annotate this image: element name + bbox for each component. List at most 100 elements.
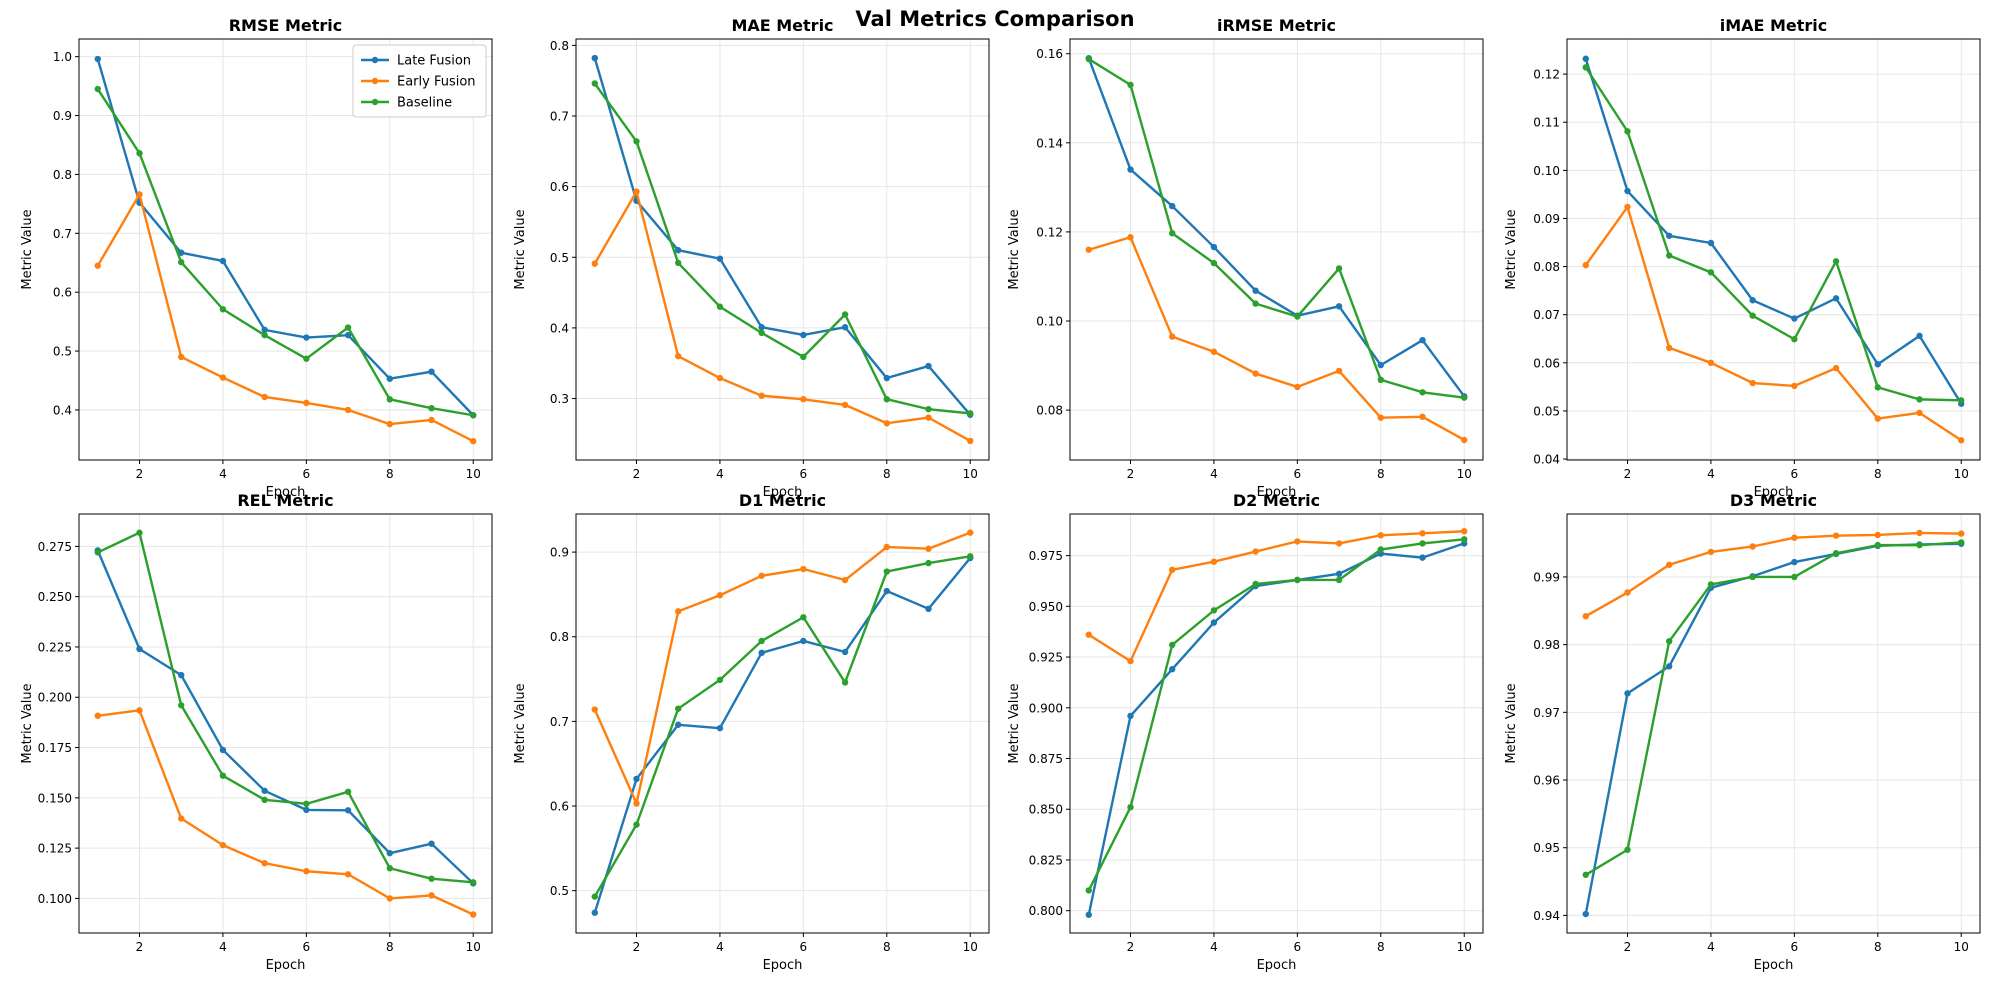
y-tick-label: 0.7: [550, 715, 569, 729]
series-line: [593, 555, 971, 898]
x-tick-label: 4: [1210, 940, 1218, 954]
y-tick-label: 0.4: [53, 403, 72, 417]
data-point: [1127, 166, 1134, 173]
subplot-title: D3 Metric: [1730, 491, 1817, 510]
series-line: [1584, 205, 1962, 442]
y-tick-label: 0.7: [53, 227, 72, 241]
data-point: [967, 529, 974, 536]
data-point: [925, 545, 932, 552]
data-point: [1666, 252, 1673, 259]
y-tick-label: 0.99: [1533, 570, 1560, 584]
data-point: [1169, 230, 1176, 237]
data-point: [1127, 234, 1134, 241]
x-tick-label: 8: [883, 467, 891, 481]
data-point: [1707, 581, 1715, 588]
data-point: [800, 614, 807, 621]
y-tick-label: 0.7: [550, 109, 569, 123]
data-point: [967, 410, 974, 417]
data-point: [800, 396, 807, 403]
data-point: [219, 772, 227, 779]
data-point: [1169, 202, 1176, 210]
y-tick-label: 0.200: [38, 691, 72, 705]
data-point: [675, 705, 682, 712]
data-point: [261, 326, 268, 334]
data-point: [800, 331, 807, 339]
x-tick-label: 4: [716, 467, 724, 481]
data-point: [1252, 580, 1259, 588]
data-point: [633, 821, 640, 828]
data-point: [841, 576, 849, 584]
data-point: [1335, 303, 1343, 310]
data-point: [303, 399, 310, 407]
data-point: [1419, 554, 1426, 561]
x-tick-label: 2: [136, 467, 144, 481]
axes-frame: [78, 513, 493, 934]
data-point: [344, 324, 352, 331]
x-tick-label: 2: [1624, 467, 1632, 481]
series-line: [1087, 57, 1466, 398]
data-point: [1958, 539, 1965, 546]
data-point: [386, 865, 393, 872]
x-tick-label: 10: [466, 940, 481, 954]
x-tick-label: 2: [1624, 940, 1632, 954]
data-point: [94, 55, 101, 63]
y-tick-label: 0.5: [550, 884, 569, 898]
legend-box: [352, 44, 487, 118]
data-point: [883, 396, 890, 403]
data-point: [219, 306, 227, 313]
y-tick-label: 0.10: [1036, 315, 1063, 329]
subplot-title: RMSE Metric: [229, 16, 343, 35]
data-point: [1419, 413, 1426, 420]
x-tick-label: 10: [1457, 467, 1472, 481]
x-tick-label: 4: [219, 940, 227, 954]
x-tick-label: 4: [1707, 940, 1715, 954]
y-tick-label: 0.14: [1036, 136, 1063, 150]
data-point: [428, 416, 435, 424]
data-point: [1252, 300, 1259, 307]
y-tick-label: 0.12: [1533, 68, 1560, 82]
data-point: [633, 188, 640, 195]
data-point: [219, 746, 227, 754]
x-tick-label: 2: [1127, 467, 1135, 481]
data-point: [136, 707, 143, 714]
series-line: [97, 709, 474, 916]
data-point: [428, 368, 435, 375]
x-axis-label: Epoch: [1257, 485, 1297, 500]
data-point: [800, 637, 807, 645]
data-point: [386, 396, 393, 403]
data-point: [219, 841, 227, 849]
data-point: [428, 892, 435, 899]
data-point: [1169, 641, 1176, 649]
data-point: [841, 401, 849, 409]
series-line: [1585, 531, 1962, 618]
data-point: [386, 420, 393, 428]
axes-frame: [1566, 38, 1981, 461]
data-point: [1958, 437, 1965, 444]
data-point: [1624, 128, 1631, 135]
data-point: [675, 721, 682, 728]
data-point: [1335, 570, 1343, 578]
series-line: [96, 88, 474, 417]
data-point: [1624, 203, 1631, 211]
y-tick-label: 0.900: [1029, 701, 1063, 715]
data-point: [303, 355, 310, 362]
x-axis-label: Epoch: [763, 958, 803, 973]
data-point: [1874, 361, 1881, 368]
x-tick-label: 8: [1874, 467, 1882, 481]
data-point: [1666, 232, 1673, 239]
x-tick-label: 2: [633, 467, 641, 481]
data-point: [1958, 397, 1965, 404]
data-point: [1169, 566, 1176, 573]
data-point: [1294, 538, 1301, 545]
x-tick-label: 4: [1707, 467, 1715, 481]
y-tick-label: 0.09: [1533, 212, 1560, 226]
series-line: [593, 531, 971, 805]
data-point: [1210, 243, 1218, 251]
y-tick-label: 0.95: [1533, 841, 1560, 855]
data-point: [1377, 546, 1384, 553]
data-point: [758, 572, 765, 579]
data-point: [716, 374, 724, 382]
subplot-title: iRMSE Metric: [1217, 16, 1336, 35]
y-tick-label: 0.07: [1533, 308, 1560, 322]
